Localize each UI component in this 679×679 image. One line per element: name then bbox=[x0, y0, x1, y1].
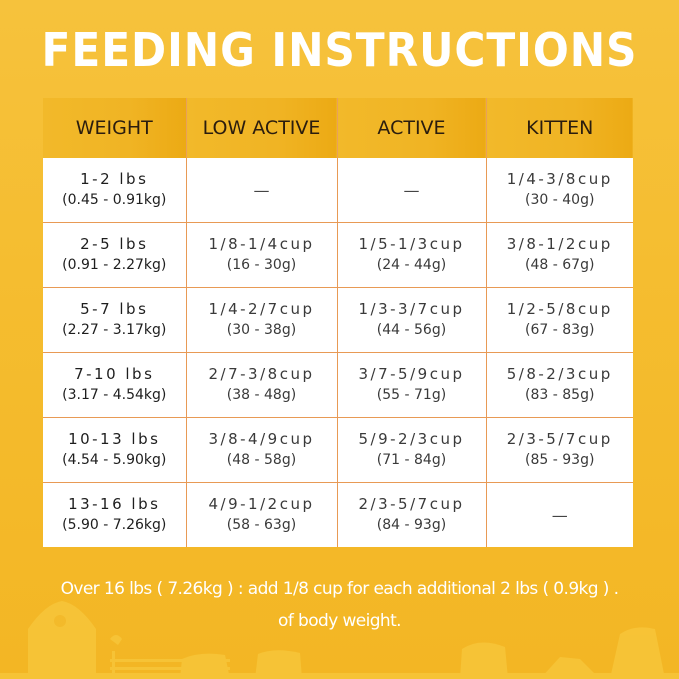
active-cups: 1/3-3/7cup bbox=[358, 300, 465, 318]
weight-cell: 7-10 lbs (3.17 - 4.54kg) bbox=[43, 352, 187, 418]
low-active-cell: 2/7-3/8cup (38 - 48g) bbox=[185, 352, 338, 418]
weight-kg: (2.27 - 3.17kg) bbox=[62, 322, 167, 338]
kitten-grams: (85 - 93g) bbox=[525, 452, 595, 468]
weight-kg: (0.45 - 0.91kg) bbox=[62, 192, 167, 208]
weight-cell: 5-7 lbs (2.27 - 3.17kg) bbox=[43, 287, 187, 353]
table-row: 13-16 lbs (5.90 - 7.26kg) 4/9-1/2cup (58… bbox=[43, 482, 633, 547]
active-cups: 2/3-5/7cup bbox=[358, 495, 465, 513]
page-title: FEEDING INSTRUCTIONS bbox=[41, 23, 638, 77]
weight-kg: (3.17 - 4.54kg) bbox=[62, 387, 167, 403]
active-grams: (55 - 71g) bbox=[376, 387, 447, 403]
low-active-cell: 1/8-1/4cup (16 - 30g) bbox=[185, 222, 338, 288]
footnote-line-2: of body weight. bbox=[278, 611, 402, 631]
weight-kg: (5.90 - 7.26kg) bbox=[62, 517, 167, 533]
kitten-grams: (48 - 67g) bbox=[525, 257, 595, 273]
active-cell: 2/3-5/7cup (84 - 93g) bbox=[336, 482, 487, 547]
active-grams: (24 - 44g) bbox=[376, 257, 447, 273]
footnote-line-1: Over 16 lbs ( 7.26kg ) : add 1/8 cup for… bbox=[60, 579, 619, 599]
weight-lbs: 7-10 lbs bbox=[74, 365, 155, 383]
active-cell: 1/3-3/7cup (44 - 56g) bbox=[336, 287, 487, 353]
weight-lbs: 5-7 lbs bbox=[80, 300, 149, 318]
low-active-grams: (30 - 38g) bbox=[226, 322, 297, 338]
kitten-cups: 1/4-3/8cup bbox=[506, 170, 613, 188]
low-active-grams: (48 - 58g) bbox=[226, 452, 297, 468]
active-cell: — bbox=[336, 158, 487, 223]
table-row: 2-5 lbs (0.91 - 2.27kg) 1/8-1/4cup (16 -… bbox=[43, 222, 633, 288]
feeding-table: WEIGHT LOW ACTIVE ACTIVE KITTEN 1-2 lbs … bbox=[43, 98, 633, 547]
kitten-grams: (67 - 83g) bbox=[525, 322, 595, 338]
kitten-cups: 3/8-1/2cup bbox=[506, 235, 613, 253]
low-active-cups: 3/8-4/9cup bbox=[208, 430, 315, 448]
low-active-cell: 3/8-4/9cup (48 - 58g) bbox=[185, 417, 338, 483]
weight-kg: (0.91 - 2.27kg) bbox=[62, 257, 167, 273]
weight-kg: (4.54 - 5.90kg) bbox=[62, 452, 167, 468]
active-grams: (44 - 56g) bbox=[376, 322, 447, 338]
header-weight: WEIGHT bbox=[43, 98, 187, 158]
active-cups: 3/7-5/9cup bbox=[358, 365, 465, 383]
low-active-grams: (38 - 48g) bbox=[226, 387, 297, 403]
kitten-grams: (83 - 85g) bbox=[525, 387, 595, 403]
kitten-cell: 1/4-3/8cup (30 - 40g) bbox=[485, 158, 633, 223]
kitten-grams: (30 - 40g) bbox=[525, 192, 595, 208]
active-grams: (84 - 93g) bbox=[376, 517, 447, 533]
active-grams: (71 - 84g) bbox=[376, 452, 447, 468]
low-active-cell: 4/9-1/2cup (58 - 63g) bbox=[185, 482, 338, 547]
header-active: ACTIVE bbox=[337, 98, 487, 158]
table-row: 10-13 lbs (4.54 - 5.90kg) 3/8-4/9cup (48… bbox=[43, 417, 633, 483]
active-cell: 3/7-5/9cup (55 - 71g) bbox=[336, 352, 487, 418]
weight-cell: 2-5 lbs (0.91 - 2.27kg) bbox=[43, 222, 187, 288]
table-row: 1-2 lbs (0.45 - 0.91kg) — — 1/4-3/8cup (… bbox=[43, 158, 633, 223]
kitten-cell: 2/3-5/7cup (85 - 93g) bbox=[485, 417, 633, 483]
empty-value-dash: — bbox=[403, 180, 420, 200]
kitten-cups: 5/8-2/3cup bbox=[506, 365, 613, 383]
footnote: Over 16 lbs ( 7.26kg ) : add 1/8 cup for… bbox=[0, 573, 679, 637]
kitten-cups: 1/2-5/8cup bbox=[506, 300, 613, 318]
header-kitten: KITTEN bbox=[486, 98, 633, 158]
kitten-cell: 3/8-1/2cup (48 - 67g) bbox=[485, 222, 633, 288]
kitten-cell: 1/2-5/8cup (67 - 83g) bbox=[485, 287, 633, 353]
low-active-grams: (16 - 30g) bbox=[226, 257, 297, 273]
low-active-cups: 1/8-1/4cup bbox=[208, 235, 315, 253]
weight-cell: 1-2 lbs (0.45 - 0.91kg) bbox=[43, 158, 187, 223]
low-active-cups: 2/7-3/8cup bbox=[208, 365, 315, 383]
table-row: 7-10 lbs (3.17 - 4.54kg) 2/7-3/8cup (38 … bbox=[43, 352, 633, 418]
weight-cell: 13-16 lbs (5.90 - 7.26kg) bbox=[43, 482, 187, 547]
table-header-row: WEIGHT LOW ACTIVE ACTIVE KITTEN bbox=[43, 98, 633, 158]
weight-lbs: 2-5 lbs bbox=[80, 235, 149, 253]
weight-lbs: 10-13 lbs bbox=[68, 430, 161, 448]
header-low-active: LOW ACTIVE bbox=[186, 98, 338, 158]
active-cell: 5/9-2/3cup (71 - 84g) bbox=[336, 417, 487, 483]
low-active-grams: (58 - 63g) bbox=[226, 517, 297, 533]
kitten-cell: — bbox=[485, 482, 633, 547]
kitten-cell: 5/8-2/3cup (83 - 85g) bbox=[485, 352, 633, 418]
table-row: 5-7 lbs (2.27 - 3.17kg) 1/4-2/7cup (30 -… bbox=[43, 287, 633, 353]
low-active-cups: 1/4-2/7cup bbox=[208, 300, 315, 318]
weight-cell: 10-13 lbs (4.54 - 5.90kg) bbox=[43, 417, 187, 483]
low-active-cell: 1/4-2/7cup (30 - 38g) bbox=[185, 287, 338, 353]
low-active-cups: 4/9-1/2cup bbox=[208, 495, 315, 513]
kitten-cups: 2/3-5/7cup bbox=[506, 430, 613, 448]
weight-lbs: 13-16 lbs bbox=[68, 495, 161, 513]
weight-lbs: 1-2 lbs bbox=[80, 170, 149, 188]
active-cell: 1/5-1/3cup (24 - 44g) bbox=[336, 222, 487, 288]
active-cups: 1/5-1/3cup bbox=[358, 235, 465, 253]
low-active-cell: — bbox=[185, 158, 338, 223]
empty-value-dash: — bbox=[253, 180, 270, 200]
empty-value-dash: — bbox=[551, 505, 568, 525]
active-cups: 5/9-2/3cup bbox=[358, 430, 465, 448]
